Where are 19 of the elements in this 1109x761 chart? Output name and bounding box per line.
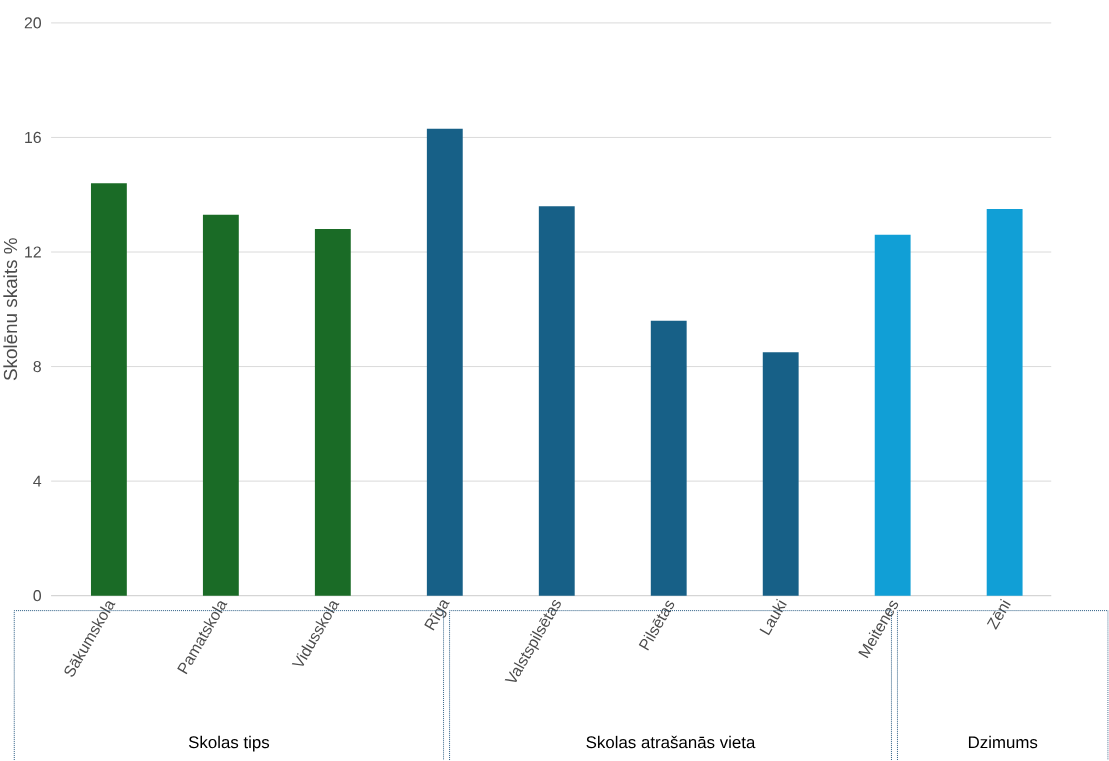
bar — [202, 215, 239, 596]
y-tick-label: 16 — [25, 132, 41, 144]
bar — [762, 352, 799, 596]
text: Dzimums — [968, 736, 1038, 749]
bar — [650, 320, 687, 596]
bar — [986, 209, 1023, 596]
y-tick-label: 8 — [33, 361, 41, 373]
bar — [874, 235, 911, 596]
bar — [314, 229, 351, 596]
y-tick-label: 12 — [25, 246, 41, 258]
y-axis-title: Skolēnu skaits % — [3, 238, 18, 381]
text: Skolas atrašanās vieta — [586, 736, 756, 749]
y-tick-label: 20 — [24, 17, 42, 29]
y-tick-label: 4 — [33, 475, 42, 487]
bar — [538, 206, 575, 596]
bar — [90, 183, 127, 596]
text: Skolas tips — [188, 736, 270, 752]
bar — [426, 129, 463, 596]
y-tick-label: 0 — [33, 590, 42, 602]
